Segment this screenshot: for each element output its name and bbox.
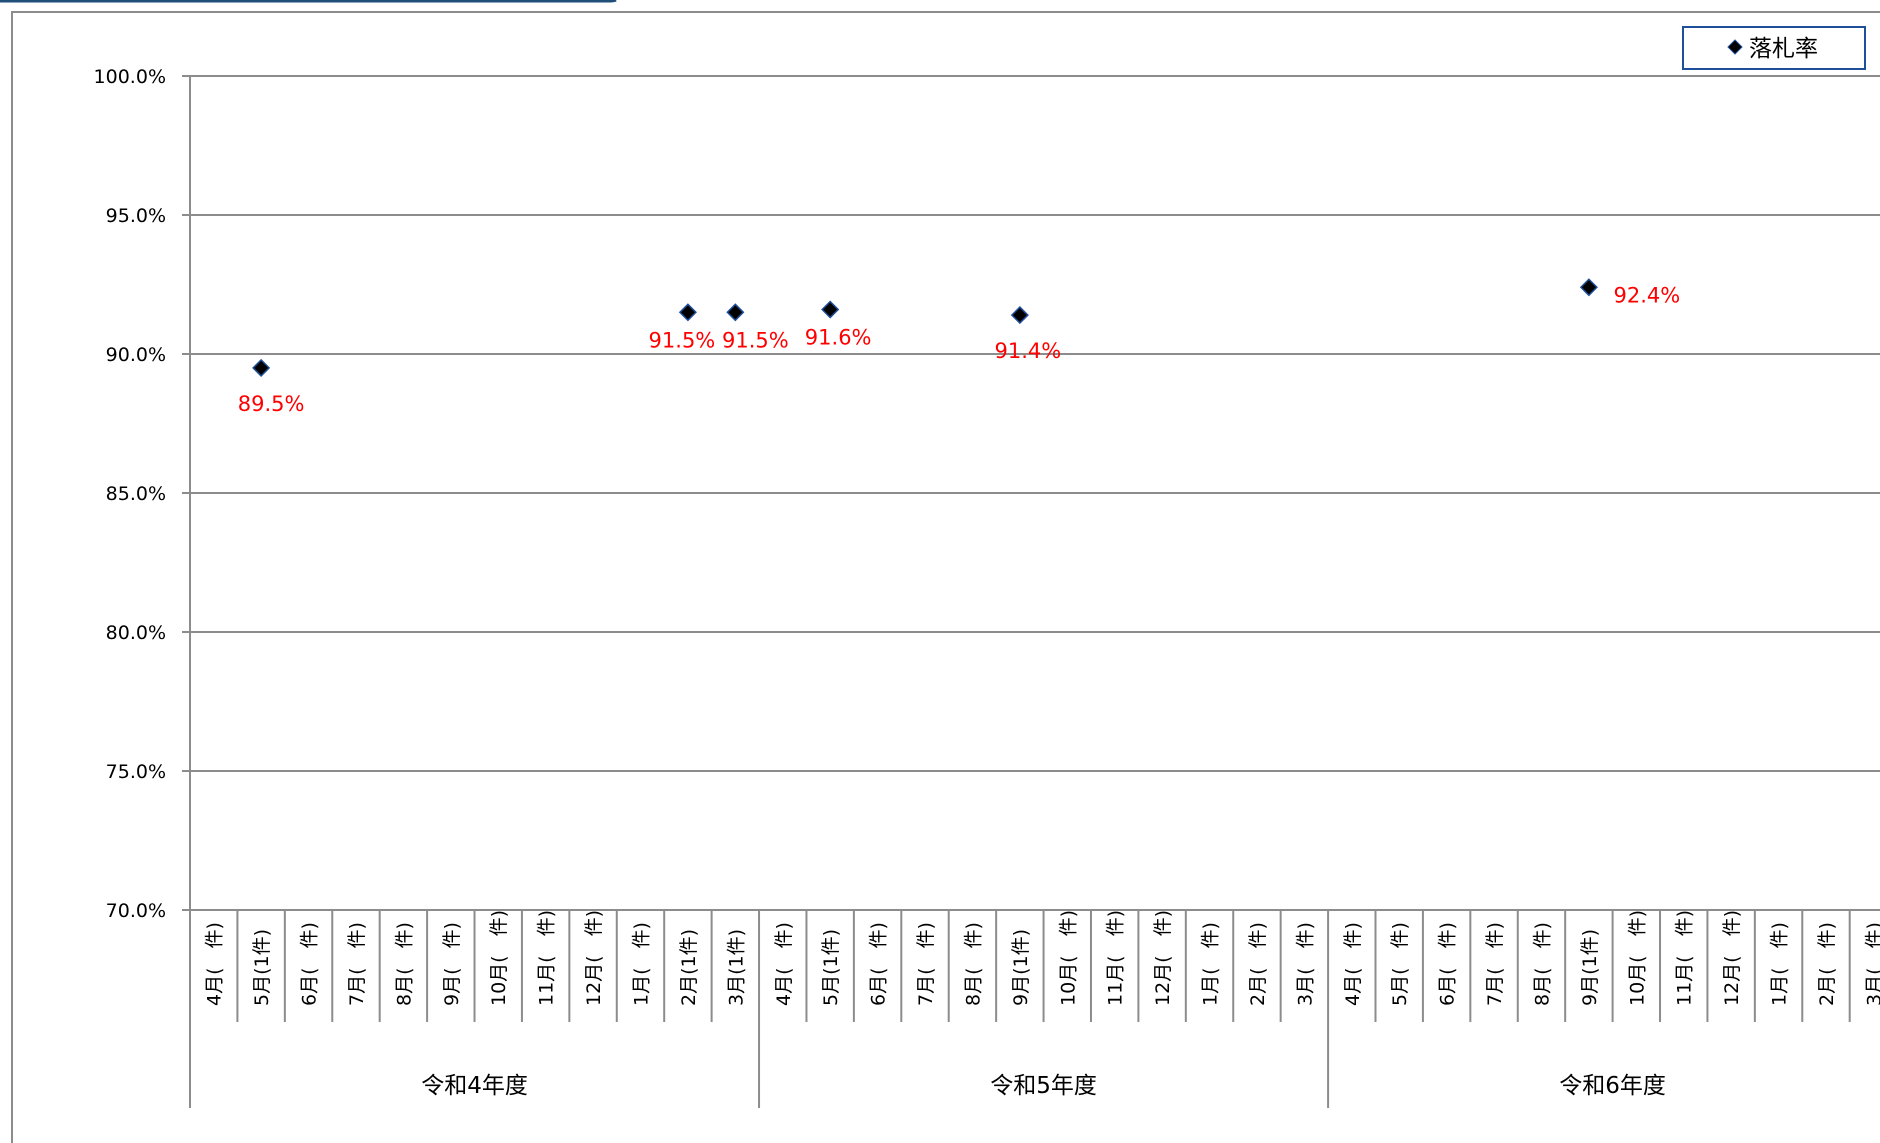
y-tick-label: 100.0% [94, 66, 166, 88]
legend: 落札率 [1682, 26, 1866, 70]
data-label: 92.4% [1614, 283, 1681, 307]
category-label: 4月( 件) [1342, 922, 1364, 1006]
category-label: 11月( 件) [1105, 910, 1127, 1006]
y-tick-label: 90.0% [106, 344, 166, 366]
chart-frame-top-edge [0, 0, 617, 3]
category-label: 8月( 件) [393, 922, 415, 1006]
y-axis: 100.0% 95.0% 90.0% 85.0% 80.0% 75.0% 70.0% [94, 66, 191, 1108]
chart-area-border [11, 11, 1880, 1143]
category-label: 9月( 件) [441, 922, 463, 1006]
category-label: 5月(1件) [251, 929, 273, 1006]
legend-entry-label: 落札率 [1749, 36, 1818, 62]
data-points: 89.5% 91.5% 91.5% 91.6% 91.4% 92.4% [238, 278, 1681, 416]
category-label: 7月( 件) [346, 922, 368, 1006]
y-tick-label: 80.0% [106, 622, 166, 644]
category-label: 4月( 件) [773, 922, 795, 1006]
category-label: 1月( 件) [1769, 922, 1791, 1006]
data-point-diamond-icon [678, 303, 697, 322]
category-label: 10月( 件) [1057, 910, 1079, 1006]
legend-diamond-icon [1727, 39, 1743, 55]
category-label: 12月( 件) [1152, 910, 1174, 1006]
category-label: 3月(1件) [725, 929, 747, 1006]
category-label: 10月( 件) [488, 910, 510, 1006]
data-label: 91.5% [649, 328, 716, 352]
category-label: 12月( 件) [583, 910, 605, 1006]
category-label: 9月(1件) [1579, 929, 1601, 1006]
data-point-diamond-icon [1010, 306, 1029, 325]
category-label: 10月( 件) [1626, 910, 1648, 1006]
data-label: 89.5% [238, 392, 305, 416]
category-label: 6月( 件) [1437, 922, 1459, 1006]
data-point-diamond-icon [1579, 278, 1598, 297]
y-tick-label: 70.0% [106, 900, 166, 922]
category-label: 3月( 件) [1294, 922, 1316, 1006]
y-tick-label: 95.0% [106, 205, 166, 227]
y-tick-label: 75.0% [106, 761, 166, 783]
group-label: 令和4年度 [421, 1073, 528, 1099]
category-label: 6月( 件) [299, 922, 321, 1006]
category-label: 1月( 件) [630, 922, 652, 1006]
data-label: 91.5% [722, 328, 789, 352]
category-label: 1月( 件) [1200, 922, 1222, 1006]
category-label: 7月( 件) [915, 922, 937, 1006]
category-label: 5月( 件) [1389, 922, 1411, 1006]
data-label: 91.4% [994, 339, 1061, 363]
category-label: 12月( 件) [1721, 910, 1743, 1006]
category-label: 9月(1件) [1010, 929, 1032, 1006]
x-axis: 4月( 件) 5月(1件) 6月( 件) 7月( 件) 8月( 件) 9月( 件) 10月(… [189, 909, 1880, 1108]
group-label: 令和5年度 [990, 1073, 1097, 1099]
data-point-diamond-icon [821, 300, 840, 319]
category-label: 11月( 件) [536, 910, 558, 1006]
category-label: 11月( 件) [1674, 910, 1696, 1006]
category-label: 6月( 件) [868, 922, 890, 1006]
gridlines [190, 75, 1880, 772]
data-label: 91.6% [805, 326, 872, 350]
category-label: 4月( 件) [204, 922, 226, 1006]
y-tick-label: 85.0% [106, 483, 166, 505]
category-label: 8月( 件) [962, 922, 984, 1006]
category-label: 2月(1件) [678, 929, 700, 1006]
category-label: 5月(1件) [820, 929, 842, 1006]
category-label: 8月( 件) [1531, 922, 1553, 1006]
legend-box [1682, 26, 1866, 70]
category-label: 7月( 件) [1484, 922, 1506, 1006]
group-label: 令和6年度 [1559, 1073, 1666, 1099]
data-point-diamond-icon [252, 358, 271, 377]
category-label: 2月( 件) [1816, 922, 1838, 1006]
category-label: 3月( 件) [1863, 922, 1880, 1006]
category-label: 2月( 件) [1247, 922, 1269, 1006]
data-point-diamond-icon [726, 303, 745, 322]
